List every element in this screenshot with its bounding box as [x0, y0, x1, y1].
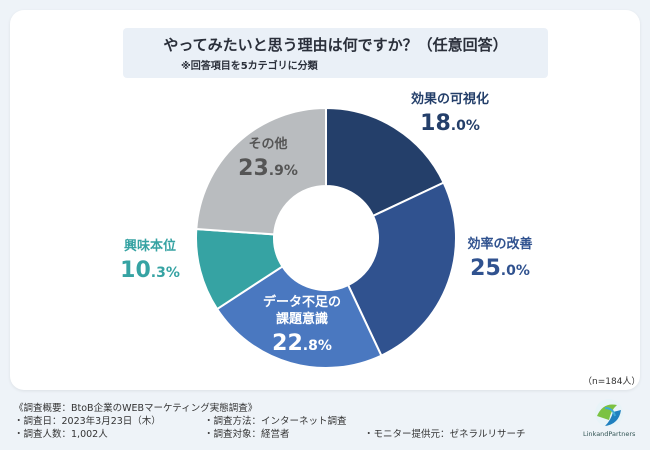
slice-label-5: その他 23.9%	[238, 136, 298, 181]
title-banner: やってみたいと思う理由は何ですか？（任意回答） ※回答項目を5カテゴリに分類	[123, 28, 548, 78]
slice-category-label: データ不足の	[263, 294, 341, 310]
slice-1	[325, 106, 445, 218]
slice-value-label: 25.0%	[470, 256, 530, 281]
survey-target: ・調査対象：経営者	[204, 429, 290, 440]
slice-category-label: 効果の可視化	[411, 91, 489, 107]
slice-category-label: 興味本位	[124, 238, 176, 254]
logo-mark-icon	[595, 399, 623, 427]
slice-value-label: 10.3%	[120, 258, 180, 283]
slice-category-label: 効率の改善	[467, 236, 532, 252]
survey-footer: 《調査概要：BtoB企業のWEBマーケティング実態調査》 ・調査日：2023年3…	[14, 402, 526, 441]
survey-overview: 《調査概要：BtoB企業のWEBマーケティング実態調査》	[14, 403, 258, 414]
logo-text: LinkandPartners	[583, 430, 636, 438]
slice-category-label: 課題意識	[276, 311, 328, 327]
slice-category-label: その他	[248, 136, 287, 152]
slice-label-4: 興味本位 10.3%	[120, 238, 180, 283]
slice-value-label: 18.0%	[420, 111, 480, 136]
slice-label-2: 効率の改善 25.0%	[467, 236, 532, 281]
survey-date: ・調査日：2023年3月23日（木）	[14, 416, 161, 427]
chart-subtitle: ※回答項目を5カテゴリに分類	[181, 61, 318, 72]
slice-label-1: 効果の可視化 18.0%	[411, 91, 489, 136]
slice-3	[215, 265, 383, 369]
survey-method: ・調査方法：インターネット調査	[204, 416, 347, 427]
slice-5	[195, 106, 327, 236]
survey-provider: ・モニター提供元：ゼネラルリサーチ	[364, 429, 526, 440]
company-logo: LinkandPartners	[583, 396, 635, 446]
sample-size-label: （n=184人）	[583, 377, 641, 387]
chart-title: やってみたいと思う理由は何ですか？（任意回答）	[163, 36, 508, 54]
slice-value-label: 23.9%	[238, 156, 298, 181]
slice-value-label: 22.8%	[272, 331, 332, 356]
slice-2	[346, 181, 457, 357]
survey-count: ・調査人数：1,002人	[14, 429, 108, 440]
